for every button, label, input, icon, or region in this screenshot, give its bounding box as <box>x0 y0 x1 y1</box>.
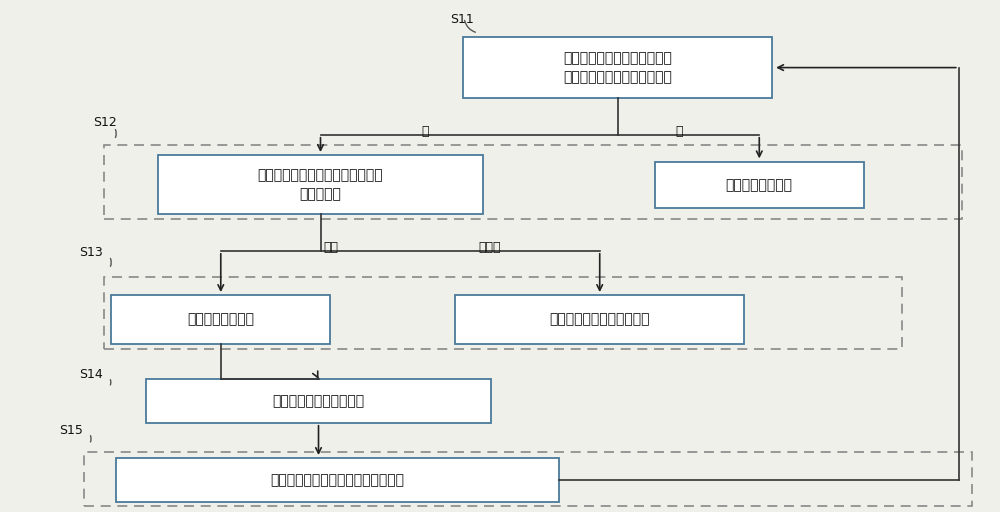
Text: 进行保护停机处理: 进行保护停机处理 <box>726 178 793 191</box>
Text: S14: S14 <box>79 368 103 380</box>
FancyBboxPatch shape <box>158 156 483 214</box>
Text: S13: S13 <box>79 246 103 259</box>
FancyBboxPatch shape <box>463 37 772 98</box>
Text: 继续正常运行所述空调器: 继续正常运行所述空调器 <box>272 394 365 408</box>
FancyBboxPatch shape <box>655 162 864 208</box>
Text: 否: 否 <box>676 125 683 138</box>
Text: 具有: 具有 <box>323 241 338 254</box>
Text: 判断空调器在制冷模式下停机
是否为室内温度达温度点停机: 判断空调器在制冷模式下停机 是否为室内温度达温度点停机 <box>563 51 672 84</box>
Text: 是: 是 <box>421 125 429 138</box>
FancyBboxPatch shape <box>116 458 559 502</box>
FancyBboxPatch shape <box>455 295 744 344</box>
Text: S11: S11 <box>450 13 474 26</box>
Text: 若所述空调器在制冷模式下再次停机: 若所述空调器在制冷模式下再次停机 <box>270 473 404 487</box>
Text: S15: S15 <box>59 423 83 437</box>
Text: 进行动态补偿操作: 进行动态补偿操作 <box>187 313 254 327</box>
Text: 继续判断所述空调器是否有制冷温
度补偿功能: 继续判断所述空调器是否有制冷温 度补偿功能 <box>258 168 383 201</box>
Text: 进行温度达温度点停机处理: 进行温度达温度点停机处理 <box>549 313 650 327</box>
FancyBboxPatch shape <box>146 379 491 423</box>
Text: S12: S12 <box>93 116 117 129</box>
FancyBboxPatch shape <box>111 295 330 344</box>
Text: 不具有: 不具有 <box>479 241 501 254</box>
